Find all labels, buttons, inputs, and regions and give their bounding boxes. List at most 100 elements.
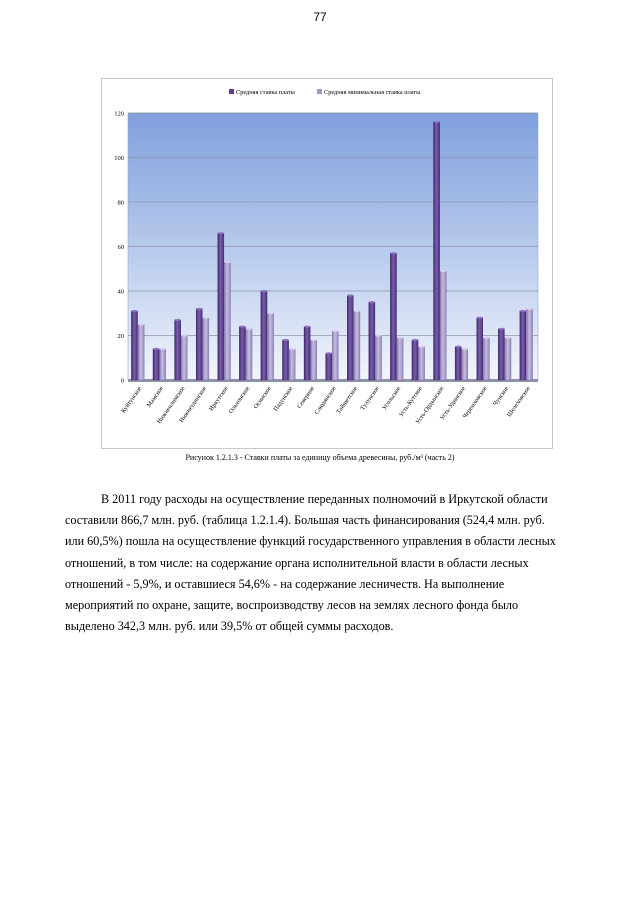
body-paragraph: В 2011 году расходы на осуществление пер… — [65, 489, 591, 637]
bar-cap — [131, 309, 138, 313]
bar-cap — [202, 316, 209, 319]
page-number: 77 — [313, 10, 327, 24]
bar-avg-rate — [476, 317, 484, 381]
paragraph-line: отношений, в том числе: на содержание ор… — [65, 555, 529, 570]
bar-chart: Средняя ставка платы Средняя минимальная … — [101, 78, 553, 449]
bar-min-rate — [224, 261, 231, 381]
bar-min-rate — [461, 348, 469, 381]
bar-cap — [526, 307, 533, 310]
paragraph-line: выделено 342,3 млн. руб. или 39,5% от об… — [65, 619, 394, 634]
bar-avg-rate — [239, 326, 246, 381]
bar-cap — [174, 318, 181, 322]
y-tick-label: 40 — [118, 289, 125, 296]
category-label: Иркутское — [208, 385, 230, 412]
category-label: Тайшетское — [335, 385, 359, 415]
bar-cap — [282, 338, 289, 342]
bar-cap — [304, 325, 311, 328]
bar-min-rate — [267, 313, 274, 381]
bar-cap — [289, 347, 296, 350]
category-label: Тулунское — [359, 385, 381, 412]
bar-avg-rate — [390, 253, 397, 381]
bar-avg-rate — [195, 308, 203, 381]
paragraph-line: или 60,5%) пошла на осуществление функци… — [65, 534, 556, 549]
bar-avg-rate — [325, 353, 332, 381]
paragraph-line: составили 866,7 млн. руб. (таблица 1.2.1… — [65, 513, 545, 528]
y-tick-label: 20 — [118, 333, 125, 340]
y-tick-label: 120 — [114, 111, 124, 118]
bar-cap — [418, 345, 425, 348]
category-label: Куйтунское — [120, 385, 144, 415]
bar-avg-rate — [174, 319, 181, 381]
paragraph-line: В 2011 году расходы на осуществление пер… — [101, 492, 548, 506]
bar-avg-rate — [260, 290, 268, 381]
category-label: Падунское — [272, 385, 294, 413]
bar-avg-rate — [217, 232, 225, 381]
bar-cap — [245, 327, 253, 330]
legend-label: Средняя минимальная ставка платы — [324, 89, 421, 96]
bar-cap — [137, 323, 145, 326]
bar-avg-rate — [433, 121, 440, 381]
bar-min-rate — [439, 270, 447, 381]
category-label: Усольское — [381, 385, 402, 411]
bar-cap — [461, 347, 468, 350]
bar-min-rate — [159, 348, 166, 381]
bar-min-rate — [137, 324, 145, 381]
category-label: Осинское — [252, 385, 273, 410]
chart-svg: Средняя ставка платы Средняя минимальная … — [114, 89, 539, 425]
bar-min-rate — [288, 348, 296, 381]
figure-caption: Рисунок 1.2.1.3 - Ставки платы за единиц… — [185, 453, 455, 462]
bar-cap — [483, 336, 490, 339]
bar-min-rate — [353, 310, 361, 381]
category-label: Ольхонское — [227, 385, 251, 415]
bar-min-rate — [310, 339, 317, 381]
bar-cap — [433, 120, 440, 123]
bar-avg-rate — [519, 310, 527, 381]
paragraph-line: мероприятий по охране, защите, воспроизв… — [65, 598, 519, 613]
category-label: Северное — [296, 385, 316, 410]
bar-cap — [396, 336, 404, 339]
legend-label: Средняя ставка платы — [236, 89, 296, 96]
y-tick-label: 80 — [118, 200, 125, 207]
chart-floor — [128, 379, 538, 382]
y-tick-label: 100 — [114, 155, 124, 162]
bar-avg-rate — [498, 328, 505, 381]
bar-min-rate — [332, 330, 339, 381]
bar-cap — [498, 327, 505, 330]
bar-cap — [239, 325, 246, 328]
bar-cap — [181, 334, 188, 337]
bar-cap — [411, 338, 419, 342]
bar-min-rate — [526, 308, 533, 381]
bar-min-rate — [483, 337, 490, 381]
bar-min-rate — [245, 328, 253, 381]
bar-cap — [325, 352, 332, 355]
bar-min-rate — [418, 346, 425, 381]
bar-avg-rate — [282, 339, 289, 381]
bar-cap — [455, 345, 462, 348]
bar-cap — [375, 334, 382, 337]
bar-cap — [519, 309, 527, 313]
bar-avg-rate — [131, 310, 138, 381]
bar-avg-rate — [454, 346, 462, 381]
bar-avg-rate — [303, 326, 311, 381]
bar-cap — [332, 329, 339, 333]
bar-min-rate — [396, 337, 404, 381]
legend-swatch — [317, 89, 322, 94]
bar-min-rate — [504, 337, 512, 381]
y-tick-label: 0 — [121, 378, 124, 385]
bar-avg-rate — [152, 348, 160, 381]
bar-min-rate — [375, 335, 382, 381]
category-label: Чунское — [492, 385, 511, 407]
paragraph-line: отношений - 5,9%, и оставшиеся 54,6% - н… — [65, 576, 505, 591]
legend-swatch — [229, 89, 234, 94]
bar-cap — [217, 232, 224, 235]
bar-cap — [159, 347, 166, 350]
category-label: Мамское — [146, 385, 166, 409]
bar-cap — [390, 252, 397, 255]
bar-cap — [224, 260, 231, 264]
bar-cap — [267, 312, 274, 315]
y-tick-label: 60 — [118, 244, 125, 251]
bar-cap — [310, 338, 317, 342]
bar-cap — [476, 316, 483, 319]
bar-cap — [196, 307, 203, 310]
bar-cap — [504, 336, 512, 339]
